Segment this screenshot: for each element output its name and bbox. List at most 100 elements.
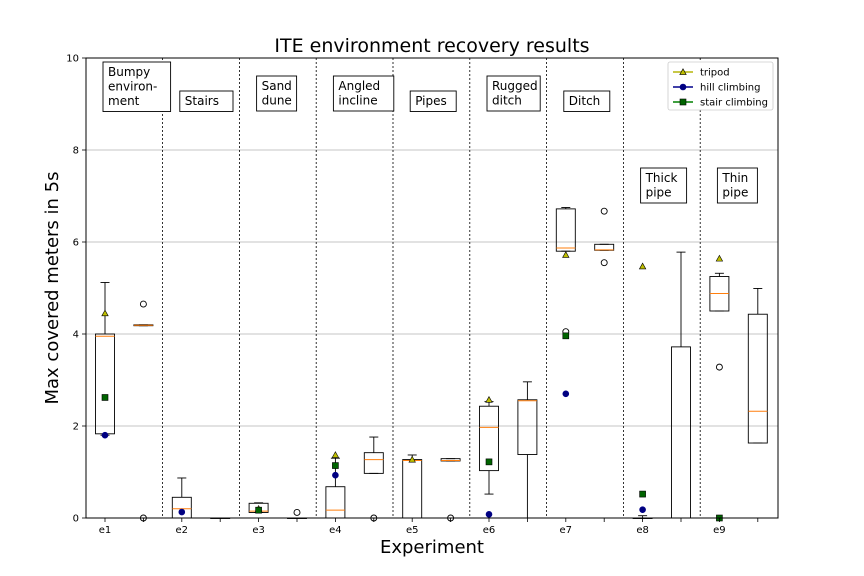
x-tick-label: e1 [99,525,112,536]
x-tick-label: e5 [406,525,419,536]
box-outlier [139,300,147,308]
box [555,207,576,336]
point-square [255,506,262,514]
environment-label-box [716,167,758,204]
environment-label-text: Angled [338,79,380,93]
environment-label-text: Bumpy [108,65,150,79]
x-tick-label: e9 [713,525,726,536]
point-circle [562,390,570,398]
method-points [101,251,724,522]
point-square [101,394,109,401]
environment-label: Ditch [563,90,611,112]
box [594,207,615,267]
point-square [639,490,646,498]
box [479,401,499,495]
legend-marker [679,98,687,106]
point-triangle [101,309,109,317]
x-tick-label: e3 [252,525,265,536]
environment-label-text: environ- [108,80,157,94]
x-tick-label: e4 [329,525,342,536]
y-tick-label: 8 [73,146,79,157]
point-triangle [485,395,493,403]
point-circle [485,511,493,518]
point-triangle [715,254,724,262]
y-tick-label: 2 [73,422,79,433]
environment-label-box [640,167,688,204]
environment-label-text: ditch [492,94,522,108]
environment-label-text: dune [262,94,292,108]
x-tick-label: e8 [636,525,649,536]
environment-label-box [179,90,234,112]
legend-box [667,61,774,111]
environment-label-text: Ditch [569,94,600,108]
y-tick-label: 4 [73,330,79,341]
point-triangle [638,262,647,270]
box-outlier [600,207,608,215]
box [517,381,538,519]
x-tick-label: e7 [560,525,573,536]
box-body [363,452,384,474]
environment-label-box [486,75,541,112]
box [709,272,730,371]
x-tick-label: e2 [176,525,189,536]
box [287,509,307,519]
box [747,288,768,444]
y-tick-label: 10 [66,54,79,65]
environment-label-text: Rugged [492,79,538,93]
box-body [325,486,346,519]
environment-label-text: Thick [645,171,678,185]
x-axis-ticks: e1 e2 e3 e4 e5 e6 e7 e8 e9 [99,518,759,536]
box [95,282,115,436]
chart-title: ITE environment recovery results [274,35,589,57]
point-square [332,462,339,469]
legend-label: tripod [700,68,730,79]
box [402,454,423,519]
point-triangle [562,251,570,258]
environment-separators [162,58,701,518]
box-outlier [715,363,723,371]
environment-label-text: Thin [721,171,748,185]
point-triangle [408,455,416,463]
environment-label-box [256,75,298,112]
box-body [517,399,538,455]
y-axis-ticks: 0 2 4 6 8 10 [66,54,86,525]
legend-marker [679,83,687,91]
point-triangle [331,451,340,458]
y-axis-label: Max covered meters in 5s [42,172,63,405]
environment-label-text: ment [108,94,140,108]
environment-label-text: pipe [646,186,672,200]
point-circle [332,471,339,479]
box-body [747,313,768,444]
box-body [671,346,691,519]
environment-label-box [102,61,172,112]
legend-label: stair climbing [700,98,768,109]
legend-marker [679,68,687,75]
y-tick-label: 6 [73,238,79,249]
legend-label: hill climbing [700,83,760,94]
environment-label-box [409,90,457,112]
x-tick-label: e6 [483,525,496,536]
box-series [95,207,768,522]
point-square [562,332,570,340]
point-square [485,458,493,466]
point-circle [178,508,186,516]
box [671,251,691,519]
legend: tripod hill climbing stair climbing [667,61,774,111]
box-body [402,459,423,519]
box [363,436,384,522]
environment-label-box [563,90,611,112]
box-outlier [293,509,301,516]
environment-label-text: Pipes [415,94,447,108]
point-circle [639,506,646,514]
environment-label-text: Stairs [185,94,219,108]
plot-frame [85,57,779,519]
box-body [95,333,115,435]
point-circle [101,431,109,439]
environment-label-box [332,75,395,112]
